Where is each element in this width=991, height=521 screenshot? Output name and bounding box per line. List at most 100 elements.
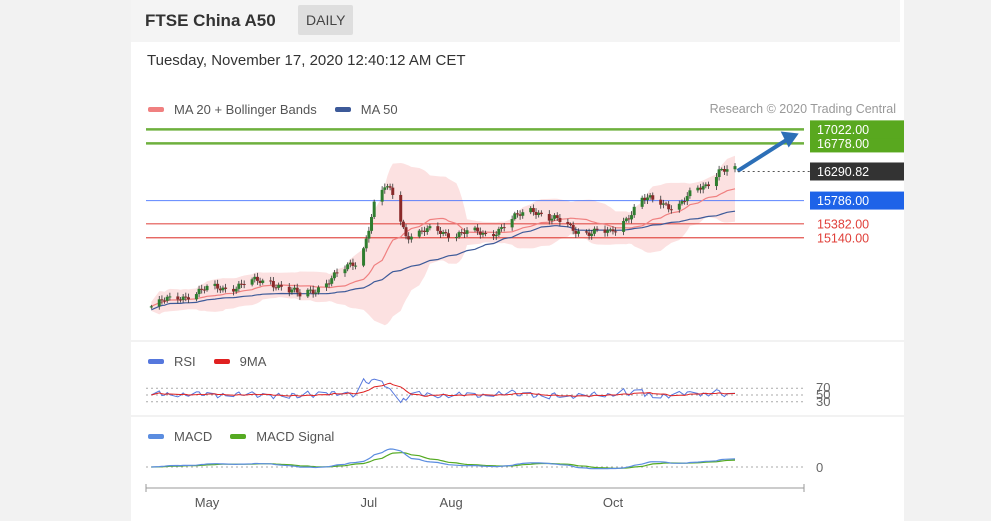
candle-body (311, 289, 315, 294)
macd-line (151, 448, 736, 470)
candle-body (701, 186, 705, 190)
candle-body (279, 284, 283, 287)
candle-body (614, 231, 618, 233)
candle-body (202, 289, 206, 291)
candle-body (685, 196, 689, 202)
level-tag-15786: 15786.00 (810, 191, 904, 210)
macd-signal-legend-label: MACD Signal (256, 429, 335, 444)
research-credit: Research © 2020 Trading Central (709, 102, 896, 116)
candle-body (513, 213, 517, 220)
candle-body (720, 169, 724, 171)
candle-body (362, 248, 366, 266)
candle-body (624, 218, 628, 222)
candle-body (584, 231, 588, 233)
candle-body (627, 218, 631, 220)
candle-body (399, 194, 403, 222)
macd-legend: MACD MACD Signal (148, 429, 334, 444)
candle-body (255, 276, 259, 281)
candle-body (630, 215, 634, 220)
candle-body (250, 279, 254, 285)
rsi-ma-legend-label: 9MA (239, 354, 267, 369)
ma20-swatch (148, 107, 164, 112)
level-label-4: 15140.00 (817, 231, 869, 245)
candle-body (632, 206, 636, 216)
candle-body (592, 228, 596, 234)
candle-body (529, 208, 533, 213)
candle-body (261, 280, 265, 283)
macd-swatch (148, 434, 164, 439)
candle-body (367, 230, 371, 239)
candle-body (388, 186, 392, 188)
last-price-tag-text: 16290.82 (817, 165, 869, 179)
candle-body (696, 187, 700, 191)
candle-body (287, 286, 291, 293)
candle-body (518, 214, 522, 216)
candle-body (186, 297, 190, 300)
rsi-level-label-1: 50 (816, 387, 830, 402)
candle-body (587, 232, 591, 236)
candle-body (234, 288, 238, 292)
candle-body (677, 203, 681, 210)
level-tag-15786-text: 15786.00 (817, 194, 869, 208)
candle-body (354, 265, 358, 267)
candle-body (332, 272, 336, 279)
level-tag-15786-bg (810, 191, 904, 210)
candle-body (465, 230, 469, 234)
candle-body (574, 230, 578, 234)
candle-body (330, 278, 334, 284)
candle-body (558, 217, 562, 222)
candle-body (669, 209, 673, 211)
level-tag-16778-bg (810, 134, 904, 153)
candle-body (391, 187, 395, 195)
candle-body (722, 169, 726, 172)
candle-body (178, 299, 182, 301)
candle-body (643, 197, 647, 201)
candle-body (372, 201, 376, 217)
candle-body (194, 294, 198, 300)
candle-body (383, 187, 387, 190)
instrument-title: FTSE China A50 (145, 11, 276, 30)
macd-zero-label: 0 (816, 460, 823, 475)
candle-body (240, 283, 244, 285)
candle-body (502, 227, 506, 229)
candle-body (428, 226, 432, 229)
candle-body (163, 300, 167, 302)
x-tick-label-aug: Aug (440, 495, 463, 510)
x-tick-label-oct: Oct (603, 495, 624, 510)
candle-body (555, 215, 559, 218)
candle-body (404, 227, 408, 237)
candle-body (553, 215, 557, 219)
candle-body (242, 283, 246, 285)
candle-body (197, 288, 201, 295)
ma50-swatch (334, 107, 351, 112)
rsi-line (151, 377, 736, 404)
period-badge[interactable]: DAILY (298, 5, 354, 35)
rsi-ma-swatch (213, 359, 230, 364)
candle-body (290, 289, 294, 293)
candle-body (717, 169, 721, 178)
candle-body (200, 288, 204, 290)
candle-body (181, 296, 185, 301)
level-tag-17022: 17022.00 (810, 120, 904, 139)
candle-body (688, 190, 692, 197)
candle-body (237, 283, 241, 289)
candle-body (481, 232, 485, 235)
candle-body (157, 299, 161, 307)
candle-body (271, 281, 275, 288)
candle-body (500, 227, 504, 229)
level-tag-17022-text: 17022.00 (817, 123, 869, 137)
last-price-tag: 16290.82 (810, 162, 904, 181)
candle-body (253, 276, 257, 280)
candle-body (595, 228, 599, 230)
forecast-arrow-head (780, 131, 799, 148)
candle-body (348, 262, 352, 265)
candle-body (576, 231, 580, 234)
candle-body (667, 204, 671, 210)
candle-body (645, 197, 649, 201)
candle-body (314, 292, 318, 294)
candle-body (515, 213, 519, 215)
ma20-legend-label: MA 20 + Bollinger Bands (174, 102, 317, 117)
candle-body (664, 203, 668, 205)
macd-legend-label: MACD (174, 429, 213, 444)
candle-body (324, 283, 328, 288)
